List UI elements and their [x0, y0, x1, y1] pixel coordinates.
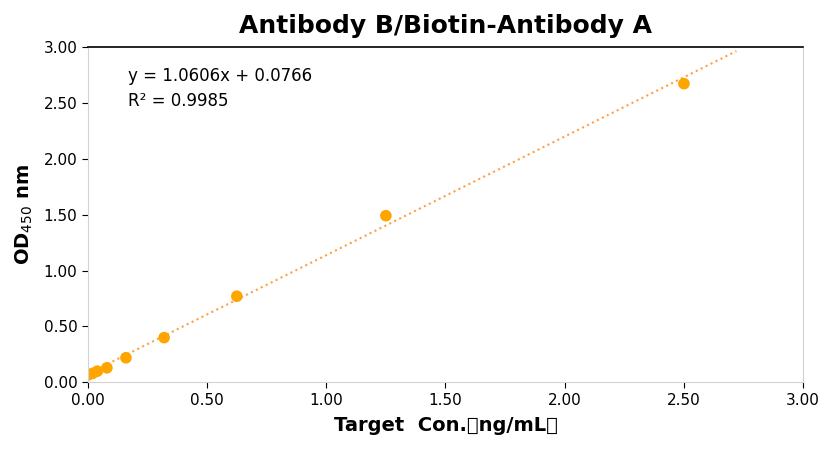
X-axis label: Target  Con.（ng/mL）: Target Con.（ng/mL） — [334, 416, 557, 435]
Point — [119, 354, 133, 361]
Point — [230, 293, 244, 300]
Y-axis label: OD$_{450}$ nm: OD$_{450}$ nm — [14, 164, 35, 265]
Point — [86, 370, 99, 377]
Text: R² = 0.9985: R² = 0.9985 — [128, 92, 229, 110]
Title: Antibody B/Biotin-Antibody A: Antibody B/Biotin-Antibody A — [239, 14, 652, 38]
Point — [91, 368, 104, 375]
Point — [677, 80, 691, 87]
Point — [158, 334, 171, 341]
Point — [81, 371, 94, 379]
Text: y = 1.0606x + 0.0766: y = 1.0606x + 0.0766 — [128, 67, 313, 85]
Point — [379, 212, 393, 219]
Point — [100, 364, 113, 371]
